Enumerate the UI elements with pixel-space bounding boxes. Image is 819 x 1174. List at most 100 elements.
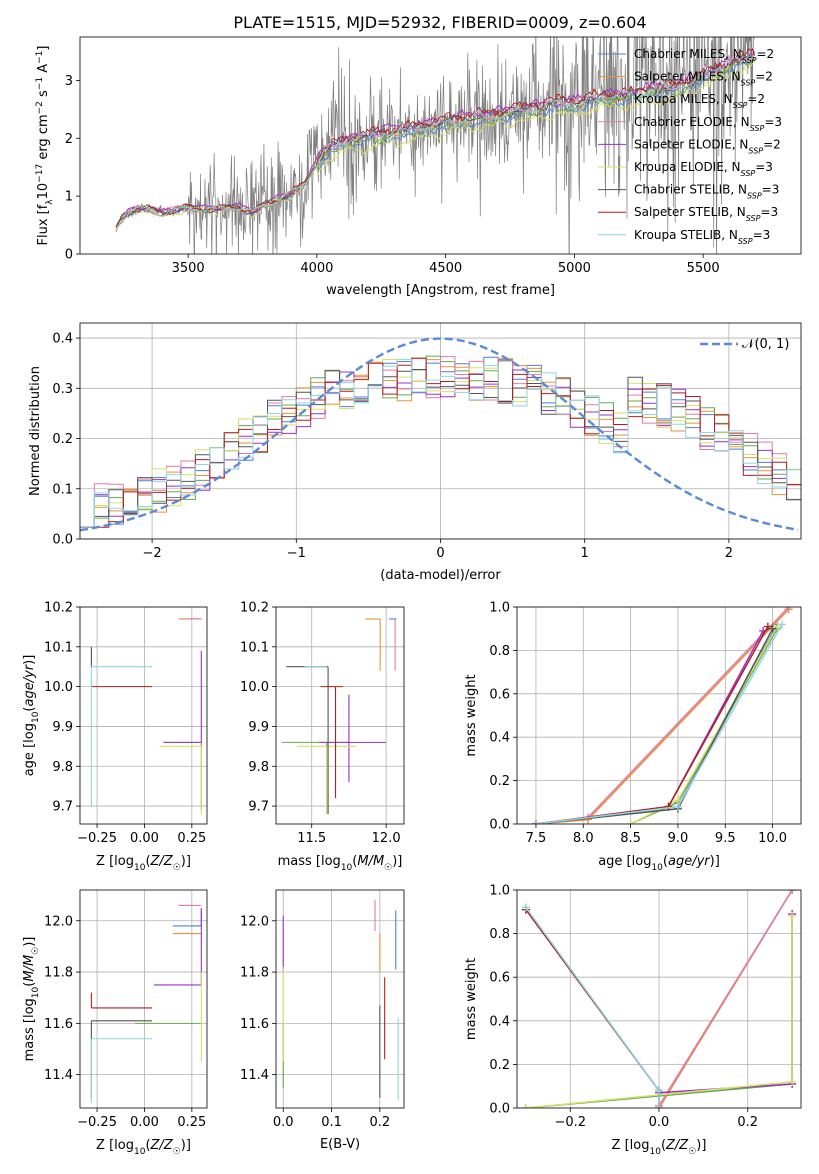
- legend-entry: Kroupa MILES, NSSP=2: [634, 92, 765, 110]
- residuals-histogram-kroupa-stelib: [80, 358, 801, 528]
- residuals-x-tick-label: 1: [581, 546, 589, 561]
- mass-vs-z-point-chabrier-miles: [172, 910, 202, 927]
- chart-mass-weight-vs-age: 7.5 8.0 8.5 9.0 9.5 10.0 0.0 0.2 0.4 0.6 0.8 1.0 age…: [464, 601, 802, 873]
- residuals-x-tick-label: −2: [143, 546, 162, 561]
- mass-weight-vs-age-x-axis-label: age [log10(age/yr)]: [598, 854, 720, 873]
- mass-weight-vs-z-y-tick-label: 0.6: [489, 971, 510, 986]
- mass-weight-vs-age-x-tick-label: 9.0: [668, 831, 689, 846]
- age-vs-z-point-kroupa-miles: [163, 741, 202, 811]
- series-line: [630, 626, 778, 824]
- spectrum-data-line: [115, 37, 755, 254]
- legend-entry: Chabrier ELODIE, NSSP=3: [634, 115, 782, 133]
- mass-weight-vs-z-x-tick-label: 0.2: [737, 1115, 758, 1130]
- mass-weight-vs-age-x-tick-label: 8.0: [573, 831, 594, 846]
- spectrum-legend: Chabrier MILES, NSSP=2 Salpeter MILES, NS…: [598, 47, 782, 245]
- residuals-x-axis-label: (data-model)/error: [380, 568, 501, 583]
- chart-mass-vs-z: −0.25 0.00 0.25 11.4 11.6 11.8 12.0 Z [log10(Z/…: [22, 889, 208, 1157]
- series-line: [658, 914, 793, 1094]
- legend-entry-normal: 𝒩(0, 1): [742, 337, 789, 352]
- residuals-plot-area: [80, 323, 801, 539]
- legend-entry: Kroupa ELODIE, NSSP=3: [634, 160, 773, 178]
- age-vs-z-frame: [79, 606, 208, 825]
- spectrum-x-tick-label: 4500: [429, 261, 462, 276]
- mass-vs-ebv-y-tick-label: 11.8: [240, 966, 269, 981]
- series-line: [535, 626, 769, 824]
- spectrum-model-line-chabrier-stelib: [115, 52, 755, 227]
- spectrum-y-tick-label: 3: [65, 74, 73, 89]
- age-vs-mass-x-tick-label: 11.5: [297, 831, 326, 846]
- residuals-histogram-salpeter-stelib: [80, 357, 801, 528]
- age-vs-mass-point-chabrier-stelib: [286, 666, 329, 815]
- normal-distribution-curve: [80, 337, 799, 532]
- age-vs-z-point-kroupa-elodie: [159, 745, 202, 815]
- legend-entry: Salpeter MILES, NSSP=2: [634, 70, 773, 88]
- spectrum-x-tick-label: 5500: [687, 261, 720, 276]
- series-line: [535, 608, 790, 824]
- spectrum-model-line-salpeter-elodie: [115, 47, 756, 231]
- series-line: [535, 607, 790, 824]
- mass-weight-vs-z-y-tick-label: 0.2: [489, 1058, 510, 1073]
- spectrum-model-line-kroupa-stelib: [115, 55, 755, 231]
- mass-vs-z-plot-area: [80, 890, 207, 1108]
- spectrum-y-tick-label: 0: [65, 248, 73, 263]
- age-vs-mass-frame: [275, 606, 405, 825]
- spectrum-plot-area: [115, 37, 756, 254]
- series-line: [535, 624, 778, 824]
- residuals-y-tick-label: 0.1: [52, 482, 73, 497]
- chart-age-vs-z: −0.25 0.00 0.25 9.7 9.8 9.9 10.0 10.1 10.2 Z [log…: [22, 601, 208, 873]
- mass-weight-vs-age-series-chabrier-elodie: [531, 607, 793, 824]
- series-marker: [655, 1104, 663, 1108]
- age-vs-mass-point-salpeter-miles: [365, 618, 381, 671]
- mass-vs-z-x-tick-label: 0.25: [177, 1115, 206, 1130]
- chart-age-vs-mass: 11.5 12.0 9.7 9.8 9.9 10.0 10.1 10.2 mass [log10…: [240, 601, 405, 873]
- series-line: [535, 628, 774, 824]
- mass-weight-vs-age-series-kroupa-stelib: [531, 620, 787, 824]
- age-vs-mass-y-tick-label: 9.8: [248, 760, 269, 775]
- series-marker: [521, 903, 530, 912]
- mass-vs-z-y-axis-label: mass [log10(M/M☉)]: [22, 937, 41, 1062]
- mass-vs-z-x-tick-label: 0.00: [130, 1115, 159, 1130]
- series-marker: [784, 607, 793, 611]
- spectrum-x-tick-label: 5000: [558, 261, 591, 276]
- chart-residuals: −2 −1 0 1 2 0.0 0.1 0.2 0.3 0.4 (data-model)/error…: [28, 322, 802, 583]
- age-vs-z-x-tick-label: 0.25: [177, 831, 206, 846]
- mass-weight-vs-age-series-salpeter-stelib: [531, 622, 772, 824]
- legend-entry: Salpeter STELIB, NSSP=3: [634, 205, 778, 223]
- series-line: [630, 628, 778, 824]
- age-vs-mass-point-salpeter-elodie: [319, 694, 387, 783]
- age-vs-mass-y-tick-label: 9.9: [248, 720, 269, 735]
- mass-weight-vs-age-y-tick-label: 0.8: [489, 644, 510, 659]
- mass-weight-vs-age-frame: [516, 606, 802, 825]
- residuals-y-tick-label: 0.2: [52, 432, 73, 447]
- age-vs-mass-point-kroupa-miles: [281, 741, 349, 815]
- mass-vs-ebv-x-tick-label: 0.2: [370, 1115, 391, 1130]
- mass-vs-z-point-salpeter-elodie: [153, 907, 202, 986]
- residuals-y-tick-label: 0.0: [52, 533, 73, 548]
- series-line: [658, 890, 793, 1107]
- series-line: [525, 909, 660, 1108]
- residuals-data: [80, 337, 801, 532]
- mass-weight-vs-z-y-axis-label: mass weight: [464, 958, 479, 1040]
- mass-weight-vs-z-x-tick-label: 0.0: [649, 1115, 670, 1130]
- age-vs-z-plot-area: [80, 607, 207, 824]
- mass-weight-vs-age-x-tick-label: 9.5: [715, 831, 736, 846]
- series-marker: [763, 622, 772, 631]
- spectrum-model-line-salpeter-stelib: [115, 47, 756, 228]
- series-marker: [664, 802, 673, 811]
- mass-vs-z-frame: [79, 889, 208, 1109]
- residuals-y-tick-label: 0.4: [52, 332, 73, 347]
- mass-vs-z-y-tick-label: 11.8: [44, 966, 73, 981]
- mass-vs-z-point-kroupa-stelib: [90, 1038, 153, 1103]
- residuals-y-tick-label: 0.3: [52, 382, 73, 397]
- legend-entry: Salpeter ELODIE, NSSP=2: [634, 137, 781, 155]
- mass-weight-vs-age-data: [531, 607, 793, 824]
- age-vs-z-point-kroupa-stelib: [90, 666, 153, 807]
- mass-vs-ebv-x-axis-label: E(B-V): [320, 1137, 360, 1152]
- mass-weight-vs-age-y-axis-label: mass weight: [464, 674, 479, 756]
- mass-vs-ebv-plot-area: [276, 890, 404, 1108]
- mass-vs-ebv-y-tick-label: 12.0: [240, 914, 269, 929]
- series-marker: [788, 890, 797, 894]
- age-vs-mass-y-tick-label: 9.7: [248, 800, 269, 815]
- age-vs-z-data: [90, 618, 202, 815]
- mass-vs-z-x-axis-label: Z [log10(Z/Z☉)]: [96, 1138, 191, 1157]
